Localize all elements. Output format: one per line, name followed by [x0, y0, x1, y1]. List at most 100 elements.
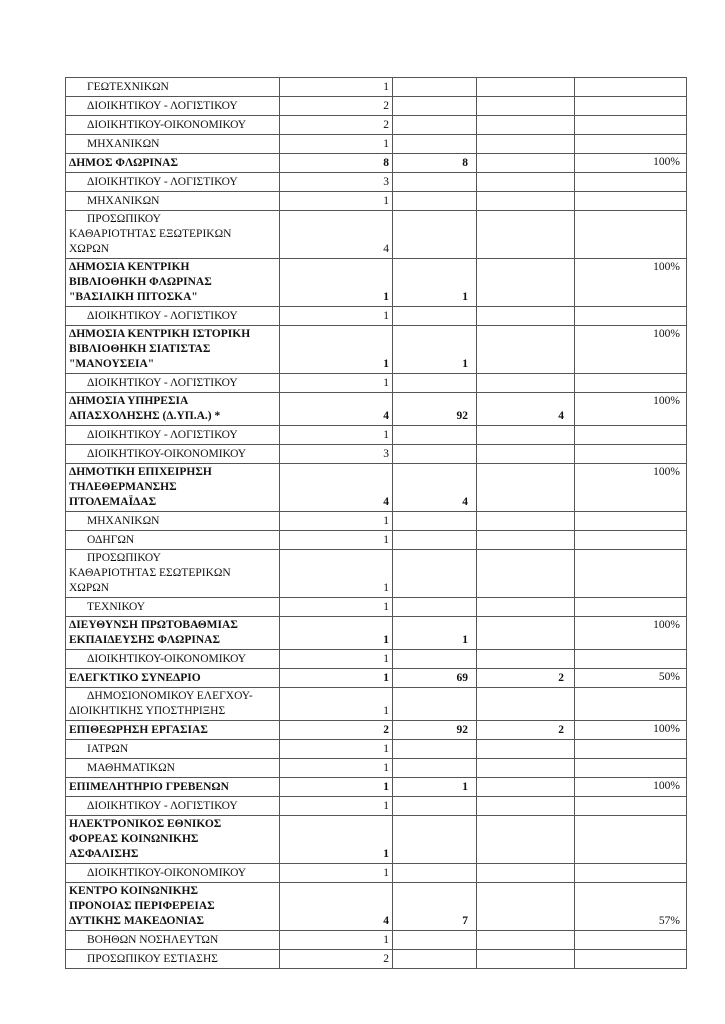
specialty-row: ΔΙΟΙΚΗΤΙΚΟΥ - ΛΟΓΙΣΤΙΚΟΥ 1 — [65, 373, 687, 393]
name-line: ΦΟΡΕΑΣ ΚΟΙΝΩΝΙΚΗΣ — [69, 833, 199, 845]
extra-cell: 2 — [476, 668, 575, 688]
name-line: ΔΗΜΟΣΙΑ ΥΠΗΡΕΣΙΑ — [69, 395, 189, 407]
count-cell: 1 — [279, 863, 393, 883]
count-cell: 1 — [279, 191, 393, 211]
name-line: ΜΗΧΑΝΙΚΩΝ — [87, 195, 160, 207]
specialty-row: ΔΙΟΙΚΗΤΙΚΟΥ-ΟΙΚΟΝΟΜΙΚΟΥ 1 — [65, 863, 687, 883]
total-cell: 69 — [392, 668, 477, 688]
name-line: "ΜΑΝΟΥΣΕΙΑ" — [69, 358, 155, 370]
total-cell: 4 — [392, 463, 477, 512]
percent-cell: 100% — [574, 777, 687, 797]
count-cell: 1 — [279, 687, 393, 721]
percent-cell — [574, 306, 687, 326]
count-cell: 1 — [279, 373, 393, 393]
total-cell — [392, 511, 477, 531]
name-line: ΔΙΟΙΚΗΤΙΚΟΥ - ΛΟΓΙΣΤΙΚΟΥ — [87, 100, 238, 112]
count-cell: 1 — [279, 930, 393, 950]
count-cell: 4 — [279, 882, 393, 931]
extra-cell — [476, 863, 575, 883]
name-cell: ΜΗΧΑΝΙΚΩΝ — [65, 511, 280, 531]
percent-cell — [574, 77, 687, 97]
name-cell: ΟΔΗΓΩΝ — [65, 530, 280, 550]
name-cell: ΔΙΟΙΚΗΤΙΚΟΥ - ΛΟΓΙΣΤΙΚΟΥ — [65, 796, 280, 816]
name-line: ΠΡΟΝΟΙΑΣ ΠΕΡΙΦΕΡΕΙΑΣ — [69, 900, 215, 912]
total-cell: 7 — [392, 882, 477, 931]
total-cell — [392, 115, 477, 135]
name-line: ΒΟΗΘΩΝ ΝΟΣΗΛΕΥΤΩΝ — [87, 934, 219, 946]
extra-cell — [476, 511, 575, 531]
count-cell: 1 — [279, 425, 393, 445]
count-cell: 4 — [279, 463, 393, 512]
specialty-row: ΔΙΟΙΚΗΤΙΚΟΥ-ΟΙΚΟΝΟΜΙΚΟΥ 2 — [65, 115, 687, 135]
total-cell — [392, 549, 477, 598]
name-line: ΔΗΜΟΣΙΑ ΚΕΝΤΡΙΚΗ ΙΣΤΟΡΙΚΗ — [69, 328, 251, 340]
organization-row: ΕΛΕΓΚΤΙΚΟ ΣΥΝΕΔΡΙΟ 1 69 2 50% — [65, 668, 687, 688]
organization-row: ΔΗΜΟΤΙΚΗ ΕΠΙΧΕΙΡΗΣΗ ΤΗΛΕΘΕΡΜΑΝΣΗΣ ΠΤΟΛΕΜΑΪ… — [65, 463, 687, 512]
name-line: ΚΕΝΤΡΟ ΚΟΙΝΩΝΙΚΗΣ — [69, 885, 199, 897]
specialty-row: ΔΙΟΙΚΗΤΙΚΟΥ - ΛΟΓΙΣΤΙΚΟΥ 1 — [65, 425, 687, 445]
total-cell: 1 — [392, 258, 477, 307]
name-cell: ΔΙΟΙΚΗΤΙΚΟΥ-ΟΙΚΟΝΟΜΙΚΟΥ — [65, 444, 280, 464]
name-line: ΠΡΟΣΩΠΙΚΟΥ — [87, 213, 161, 225]
name-line: ΔΙΟΙΚΗΤΙΚΟΥ - ΛΟΓΙΣΤΙΚΟΥ — [87, 310, 238, 322]
name-line: ΔΙΟΙΚΗΤΙΚΟΥ - ΛΟΓΙΣΤΙΚΟΥ — [87, 800, 238, 812]
specialty-row: ΟΔΗΓΩΝ 1 — [65, 530, 687, 550]
name-line: ΔΙΟΙΚΗΤΙΚΟΥ - ΛΟΓΙΣΤΙΚΟΥ — [87, 377, 238, 389]
specialty-row: ΔΙΟΙΚΗΤΙΚΟΥ - ΛΟΓΙΣΤΙΚΟΥ 1 — [65, 796, 687, 816]
name-line: ΔΙΟΙΚΗΤΙΚΟΥ - ΛΟΓΙΣΤΙΚΟΥ — [87, 176, 238, 188]
count-cell: 8 — [279, 153, 393, 173]
extra-cell — [476, 930, 575, 950]
name-cell: ΔΙΟΙΚΗΤΙΚΟΥ-ΟΙΚΟΝΟΜΙΚΟΥ — [65, 115, 280, 135]
name-line: ΚΑΘΑΡΙΟΤΗΤΑΣ ΕΞΩΤΕΡΙΚΩΝ — [69, 228, 232, 240]
count-cell: 1 — [279, 668, 393, 688]
total-cell: 1 — [392, 777, 477, 797]
total-cell — [392, 758, 477, 778]
extra-cell — [476, 325, 575, 374]
name-line: ΑΣΦΑΛΙΣΗΣ — [69, 848, 139, 860]
specialty-row: ΤΕΧΝΙΚΟΥ 1 — [65, 597, 687, 617]
extra-cell — [476, 191, 575, 211]
specialty-row: ΔΗΜΟΣΙΟΝΟΜΙΚΟΥ ΕΛΕΓΧΟΥ- ΔΙΟΙΚΗΤΙΚΗΣ ΥΠΟΣΤ… — [65, 687, 687, 721]
extra-cell — [476, 96, 575, 116]
count-cell: 4 — [279, 210, 393, 259]
count-cell: 1 — [279, 616, 393, 650]
total-cell — [392, 949, 477, 969]
percent-cell — [574, 549, 687, 598]
total-cell: 92 — [392, 720, 477, 740]
name-cell: ΔΙΟΙΚΗΤΙΚΟΥ - ΛΟΓΙΣΤΙΚΟΥ — [65, 425, 280, 445]
total-cell — [392, 796, 477, 816]
name-cell: ΕΠΙΜΕΛΗΤΗΡΙΟ ΓΡΕΒΕΝΩΝ — [65, 777, 280, 797]
extra-cell — [476, 134, 575, 154]
count-cell: 1 — [279, 511, 393, 531]
name-cell: ΔΗΜΟΣΙΟΝΟΜΙΚΟΥ ΕΛΕΓΧΟΥ- ΔΙΟΙΚΗΤΙΚΗΣ ΥΠΟΣΤ… — [65, 687, 280, 721]
count-cell: 1 — [279, 549, 393, 598]
extra-cell — [476, 210, 575, 259]
percent-cell — [574, 863, 687, 883]
specialty-row: ΔΙΟΙΚΗΤΙΚΟΥ-ΟΙΚΟΝΟΜΙΚΟΥ 3 — [65, 444, 687, 464]
name-line: ΔΙΟΙΚΗΤΙΚΟΥ-ΟΙΚΟΝΟΜΙΚΟΥ — [87, 448, 247, 460]
count-cell: 3 — [279, 444, 393, 464]
name-cell: ΕΠΙΘΕΩΡΗΣΗ ΕΡΓΑΣΙΑΣ — [65, 720, 280, 740]
percent-cell: 100% — [574, 616, 687, 650]
specialty-row: ΜΗΧΑΝΙΚΩΝ 1 — [65, 511, 687, 531]
count-cell: 1 — [279, 597, 393, 617]
name-cell: ΔΗΜΟΣΙΑ ΚΕΝΤΡΙΚΗ ΙΣΤΟΡΙΚΗ ΒΙΒΛΙΟΘΗΚΗ ΣΙΑΤ… — [65, 325, 280, 374]
name-line: ΜΑΘΗΜΑΤΙΚΩΝ — [87, 762, 175, 774]
name-cell: ΙΑΤΡΩΝ — [65, 739, 280, 759]
extra-cell — [476, 549, 575, 598]
specialty-row: ΠΡΟΣΩΠΙΚΟΥ ΕΣΤΙΑΣΗΣ 2 — [65, 949, 687, 969]
total-cell — [392, 444, 477, 464]
name-cell: ΔΗΜΟΤΙΚΗ ΕΠΙΧΕΙΡΗΣΗ ΤΗΛΕΘΕΡΜΑΝΣΗΣ ΠΤΟΛΕΜΑΪ… — [65, 463, 280, 512]
specialty-row: ΔΙΟΙΚΗΤΙΚΟΥ - ΛΟΓΙΣΤΙΚΟΥ 3 — [65, 172, 687, 192]
name-cell: ΔΙΟΙΚΗΤΙΚΟΥ - ΛΟΓΙΣΤΙΚΟΥ — [65, 172, 280, 192]
percent-cell — [574, 172, 687, 192]
percent-cell: 100% — [574, 258, 687, 307]
count-cell: 2 — [279, 96, 393, 116]
name-line: ΔΗΜΟΣΙΟΝΟΜΙΚΟΥ ΕΛΕΓΧΟΥ- — [87, 690, 253, 702]
count-cell: 1 — [279, 796, 393, 816]
name-cell: ΔΙΟΙΚΗΤΙΚΟΥ-ΟΙΚΟΝΟΜΙΚΟΥ — [65, 649, 280, 669]
percent-cell — [574, 739, 687, 759]
name-line: ΠΡΟΣΩΠΙΚΟΥ — [87, 552, 161, 564]
name-line: ΧΩΡΩΝ — [69, 582, 110, 594]
count-cell: 2 — [279, 949, 393, 969]
